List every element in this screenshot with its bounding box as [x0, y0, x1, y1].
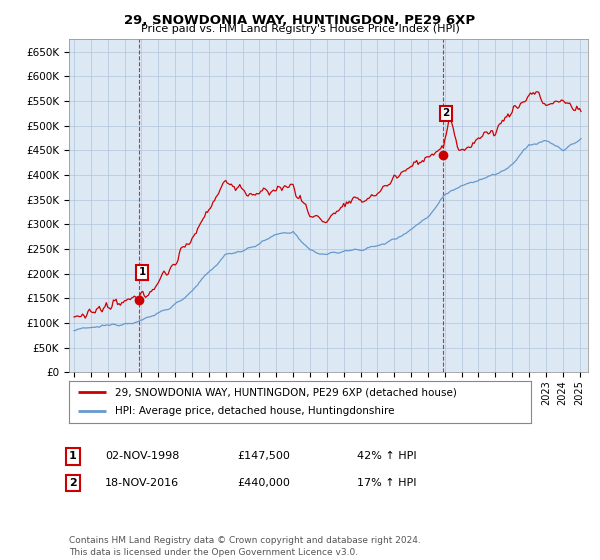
- Text: 1: 1: [69, 451, 77, 461]
- Text: 29, SNOWDONIA WAY, HUNTINGDON, PE29 6XP (detached house): 29, SNOWDONIA WAY, HUNTINGDON, PE29 6XP …: [115, 387, 457, 397]
- Text: 2: 2: [442, 108, 450, 118]
- Text: 18-NOV-2016: 18-NOV-2016: [105, 478, 179, 488]
- Text: £147,500: £147,500: [237, 451, 290, 461]
- Text: HPI: Average price, detached house, Huntingdonshire: HPI: Average price, detached house, Hunt…: [115, 407, 395, 417]
- Text: 02-NOV-1998: 02-NOV-1998: [105, 451, 179, 461]
- Text: £440,000: £440,000: [237, 478, 290, 488]
- Text: 17% ↑ HPI: 17% ↑ HPI: [357, 478, 416, 488]
- Text: Price paid vs. HM Land Registry's House Price Index (HPI): Price paid vs. HM Land Registry's House …: [140, 24, 460, 34]
- Text: Contains HM Land Registry data © Crown copyright and database right 2024.
This d: Contains HM Land Registry data © Crown c…: [69, 536, 421, 557]
- Text: 29, SNOWDONIA WAY, HUNTINGDON, PE29 6XP: 29, SNOWDONIA WAY, HUNTINGDON, PE29 6XP: [124, 14, 476, 27]
- Text: 2: 2: [69, 478, 77, 488]
- Text: 1: 1: [139, 268, 146, 277]
- Text: 42% ↑ HPI: 42% ↑ HPI: [357, 451, 416, 461]
